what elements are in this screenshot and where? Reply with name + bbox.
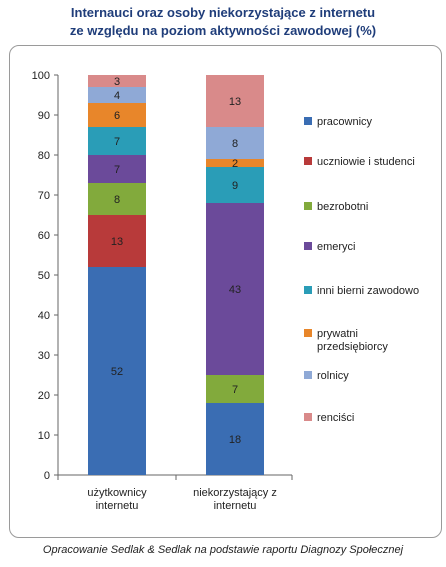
data-label: 52 [111, 366, 123, 378]
bar-segment [206, 375, 264, 403]
legend-label: rolnicy [317, 370, 349, 382]
source-footer: Opracowanie Sedlak & Sedlak na podstawie… [42, 544, 404, 556]
legend-label: bezrobotni [317, 201, 368, 213]
legend-swatch [304, 286, 312, 294]
legend-swatch [304, 413, 312, 421]
y-tick-label: 70 [38, 190, 50, 202]
bar-segment [88, 75, 146, 87]
legend-swatch [304, 202, 312, 210]
y-tick-label: 30 [38, 350, 50, 362]
y-tick-label: 100 [32, 70, 50, 82]
data-label: 13 [229, 96, 241, 108]
bar-segment [88, 127, 146, 155]
legend-label: pracownicy [317, 116, 373, 128]
data-label: 9 [232, 180, 238, 192]
x-category-label: internetu [96, 500, 139, 512]
data-label: 18 [229, 434, 241, 446]
bar-segment [88, 103, 146, 127]
bar-segment [206, 203, 264, 375]
y-tick-label: 0 [44, 470, 50, 482]
data-label: 3 [114, 76, 120, 88]
x-category-label: użytkownicy [87, 487, 147, 499]
bar-segment [88, 215, 146, 267]
data-label: 7 [114, 164, 120, 176]
legend-swatch [304, 242, 312, 250]
legend-swatch [304, 117, 312, 125]
x-category-label: niekorzystający z [193, 487, 277, 499]
bar-segment [88, 183, 146, 215]
bar-segment [206, 403, 264, 475]
bar-segment [206, 75, 264, 127]
legend-label: przedsiębiorcy [317, 341, 388, 353]
legend-label: inni bierni zawodowo [317, 285, 419, 297]
y-tick-label: 40 [38, 310, 50, 322]
bar-segment [206, 167, 264, 203]
data-label: 43 [229, 284, 241, 296]
legend-swatch [304, 371, 312, 379]
legend-swatch [304, 329, 312, 337]
y-tick-label: 50 [38, 270, 50, 282]
bar-segment [88, 87, 146, 103]
legend-label: uczniowie i studenci [317, 156, 415, 168]
y-tick-label: 90 [38, 110, 50, 122]
bar-segment [206, 127, 264, 159]
y-tick-label: 60 [38, 230, 50, 242]
y-tick-label: 20 [38, 390, 50, 402]
bar-segment [88, 267, 146, 475]
y-tick-label: 80 [38, 150, 50, 162]
chart-title-line1: Internauci oraz osoby niekorzystające z … [70, 5, 376, 20]
x-category-label: internetu [214, 500, 257, 512]
y-tick-label: 10 [38, 430, 50, 442]
data-label: 8 [232, 138, 238, 150]
bar-segment [88, 155, 146, 183]
legend-label: prywatni [317, 328, 358, 340]
data-label: 8 [114, 194, 120, 206]
data-label: 13 [111, 236, 123, 248]
chart-title: Internauci oraz osoby niekorzystające z … [0, 4, 446, 40]
legend-label: emeryci [317, 241, 356, 253]
data-label: 6 [114, 110, 120, 122]
data-label: 2 [232, 158, 238, 170]
legend-swatch [304, 157, 312, 165]
data-label: 7 [232, 384, 238, 396]
chart-title-line2: ze względu na poziom aktywności zawodowe… [69, 23, 377, 38]
data-label: 7 [114, 136, 120, 148]
bar-segment [206, 159, 264, 167]
legend-label: renciści [317, 412, 354, 424]
data-label: 4 [114, 90, 120, 102]
